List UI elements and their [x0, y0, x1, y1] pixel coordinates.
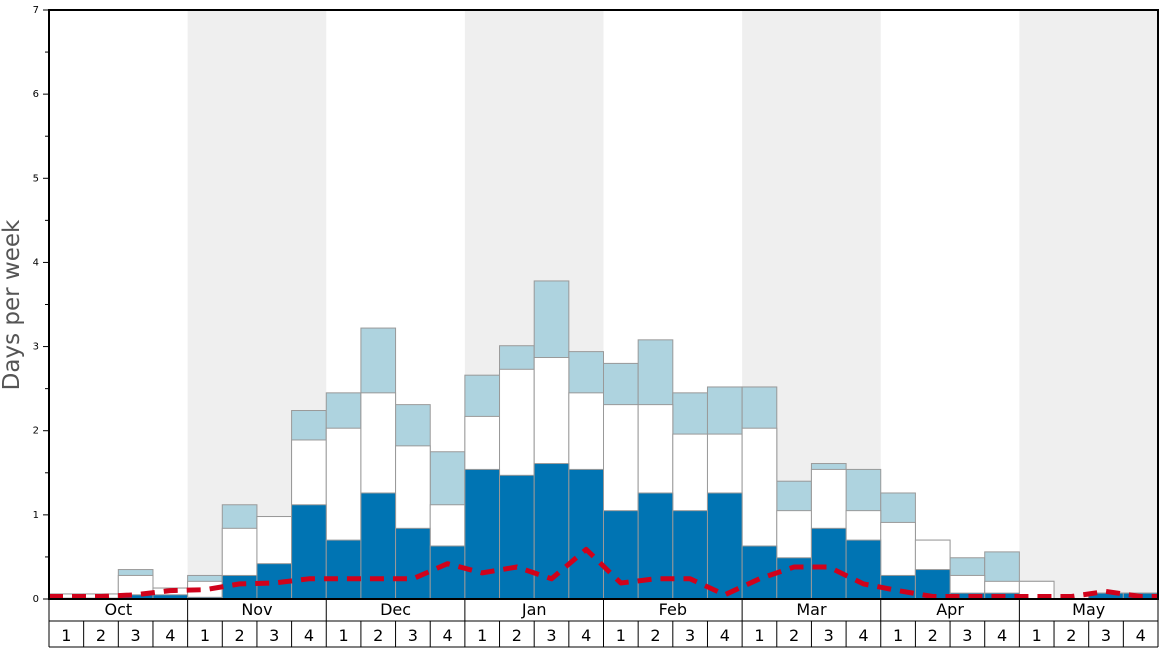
week-label: 1	[754, 626, 764, 645]
month-label-may: May	[1072, 600, 1105, 619]
week-label: 2	[96, 626, 106, 645]
week-label: 2	[928, 626, 938, 645]
bar-dark-22	[776, 557, 812, 600]
month-label-jan: Jan	[521, 600, 547, 619]
week-label: 2	[373, 626, 383, 645]
bar-dark-19	[672, 510, 708, 600]
week-label: 3	[131, 626, 141, 645]
bar-dark-16	[568, 468, 604, 600]
bar-dark-13	[464, 468, 501, 600]
week-label: 1	[61, 626, 71, 645]
week-label: 3	[408, 626, 418, 645]
bar-dark-14	[499, 474, 535, 600]
x-axis: Oct Nov Dec Jan Feb Mar Apr May 1 2 3 4 1 2 3 4 1 2 3 4 1 2 3 4…	[48, 599, 1159, 648]
y-tick-label: 7	[33, 5, 39, 16]
week-label: 2	[512, 626, 522, 645]
week-label: 4	[581, 626, 591, 645]
month-label-apr: Apr	[936, 600, 964, 619]
bar-dark-17	[603, 510, 639, 600]
week-label: 4	[165, 626, 175, 645]
y-tick-label: 6	[33, 89, 39, 100]
month-label-feb: Feb	[659, 600, 687, 619]
month-label-mar: Mar	[796, 600, 827, 619]
bar-dark-18	[637, 492, 674, 600]
y-axis-title: Days per week	[0, 219, 25, 390]
week-label: 4	[858, 626, 868, 645]
bar-dark-10	[360, 492, 397, 600]
y-tick-label: 3	[33, 342, 39, 353]
month-label-nov: Nov	[241, 600, 272, 619]
y-tick-label: 4	[33, 257, 39, 268]
week-label: 1	[338, 626, 348, 645]
week-label: 3	[962, 626, 972, 645]
week-label: 1	[477, 626, 487, 645]
week-label: 4	[997, 626, 1007, 645]
month-label-oct: Oct	[104, 600, 132, 619]
week-label: 1	[1032, 626, 1042, 645]
dashed-line-group	[49, 546, 1158, 599]
bar-dark-9	[325, 539, 362, 600]
bar-dark-6	[221, 574, 258, 600]
week-label: 1	[200, 626, 210, 645]
week-label: 4	[1136, 626, 1146, 645]
bar-dark-11	[395, 527, 431, 600]
week-label: 3	[685, 626, 695, 645]
week-label: 3	[269, 626, 279, 645]
y-axis: 0 1 2 3 4 5 6 7	[33, 5, 49, 605]
bar-dark-24	[845, 539, 882, 600]
month-label-dec: Dec	[380, 600, 411, 619]
month-band-may	[1019, 10, 1158, 599]
bar-dark-20	[706, 492, 743, 600]
week-label: 2	[789, 626, 799, 645]
bars-group	[48, 280, 1159, 600]
week-label: 4	[442, 626, 452, 645]
week-label: 1	[893, 626, 903, 645]
week-label: 3	[1101, 626, 1111, 645]
week-label: 4	[304, 626, 314, 645]
week-label: 2	[650, 626, 660, 645]
y-tick-label: 1	[33, 510, 39, 521]
y-tick-label: 0	[33, 594, 39, 605]
week-label: 2	[235, 626, 245, 645]
bar-dark-8	[291, 504, 327, 600]
dashed-series-line	[49, 546, 1158, 599]
week-label: 3	[546, 626, 556, 645]
y-tick-label: 2	[33, 426, 39, 437]
y-tick-label: 5	[33, 173, 39, 184]
week-label: 2	[1066, 626, 1076, 645]
bar-dark-23	[810, 527, 847, 600]
week-label: 1	[616, 626, 626, 645]
week-label: 4	[720, 626, 730, 645]
bar-dark-12	[429, 545, 466, 600]
week-label: 3	[824, 626, 834, 645]
